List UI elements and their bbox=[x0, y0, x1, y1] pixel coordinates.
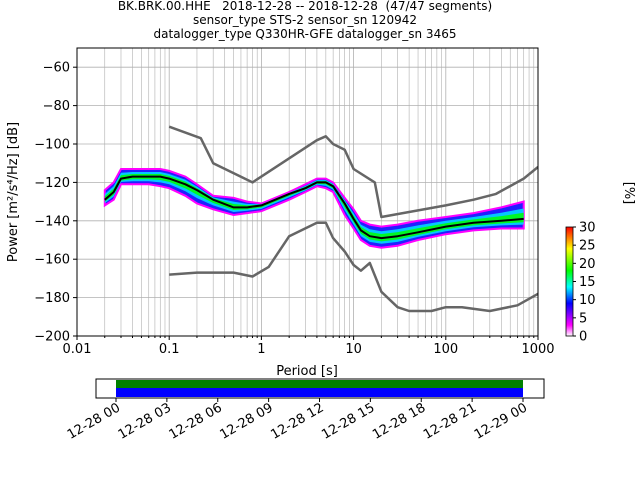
low-noise-model-line bbox=[169, 221, 538, 313]
y-tick-label: −160 bbox=[34, 253, 70, 268]
y-tick-label: −80 bbox=[43, 99, 70, 114]
x-tick-label: 10 bbox=[345, 342, 362, 357]
y-tick-label: −200 bbox=[34, 330, 70, 345]
colorbar: 0 5 10 15 20 25 30 [%] bbox=[565, 182, 636, 345]
y-tick-label: −100 bbox=[34, 138, 70, 153]
plot-frame bbox=[76, 47, 539, 337]
psd-density bbox=[103, 168, 525, 249]
y-axis: −200 −180 −160 −140 −120 −100 −80 −60 bbox=[34, 61, 77, 345]
high-noise-model-line bbox=[168, 125, 538, 219]
timeline-tick-label: 12-28 03 bbox=[116, 400, 174, 442]
y-tick-label: −60 bbox=[43, 61, 70, 76]
colorbar-label: [%] bbox=[621, 182, 636, 205]
timeline-tick-label: 12-28 12 bbox=[268, 400, 326, 442]
y-tick-label: −180 bbox=[34, 291, 70, 306]
y-tick-label: −140 bbox=[34, 214, 70, 229]
x-axis: 0.01 0.1 1 10 100 1000 bbox=[63, 336, 555, 357]
colorbar-tick-label: 30 bbox=[579, 221, 596, 236]
chart-title-line-3: datalogger_type Q330HR-GFE datalogger_sn… bbox=[153, 27, 457, 41]
timeline-tick-label: 12-28 06 bbox=[167, 400, 225, 442]
colorbar-tick-label: 25 bbox=[579, 239, 596, 254]
colorbar-tick-label: 20 bbox=[579, 257, 596, 272]
x-tick-label: 0.1 bbox=[159, 342, 180, 357]
x-axis-label: Period [s] bbox=[276, 364, 338, 379]
psd-density-mid bbox=[104, 172, 524, 244]
x-tick-label: 100 bbox=[433, 342, 458, 357]
timeline-tick-label: 12-29 00 bbox=[472, 400, 530, 442]
median-psd-line bbox=[104, 175, 524, 240]
x-tick-label: 1 bbox=[257, 342, 265, 357]
colorbar-tick-label: 10 bbox=[579, 293, 596, 308]
chart-title-line-1: BK.BRK.00.HHE 2018-12-28 -- 2018-12-28 (… bbox=[117, 0, 493, 13]
y-tick-label: −120 bbox=[34, 176, 70, 191]
chart-title-line-2: sensor_type STS-2 sensor_sn 120942 bbox=[193, 13, 417, 27]
data-available-bar bbox=[116, 380, 523, 388]
y-axis-label: Power [m²/s⁴/Hz] [dB] bbox=[6, 122, 21, 262]
timeline-tick-label: 12-28 00 bbox=[65, 400, 123, 442]
x-tick-label: 0.01 bbox=[63, 342, 92, 357]
colorbar-gradient bbox=[565, 226, 574, 337]
colorbar-tick-label: 15 bbox=[579, 275, 596, 290]
timeline-tick-label: 12-28 09 bbox=[218, 400, 276, 442]
colorbar-tick-label: 0 bbox=[579, 330, 587, 345]
timeline-tick-label: 12-28 15 bbox=[319, 400, 377, 442]
timeline-tick-label: 12-28 18 bbox=[370, 400, 428, 442]
data-used-bar bbox=[116, 388, 523, 397]
timeline-tick-label: 12-28 21 bbox=[421, 400, 479, 442]
x-tick-label: 1000 bbox=[521, 342, 554, 357]
colorbar-tick-label: 5 bbox=[579, 311, 587, 326]
